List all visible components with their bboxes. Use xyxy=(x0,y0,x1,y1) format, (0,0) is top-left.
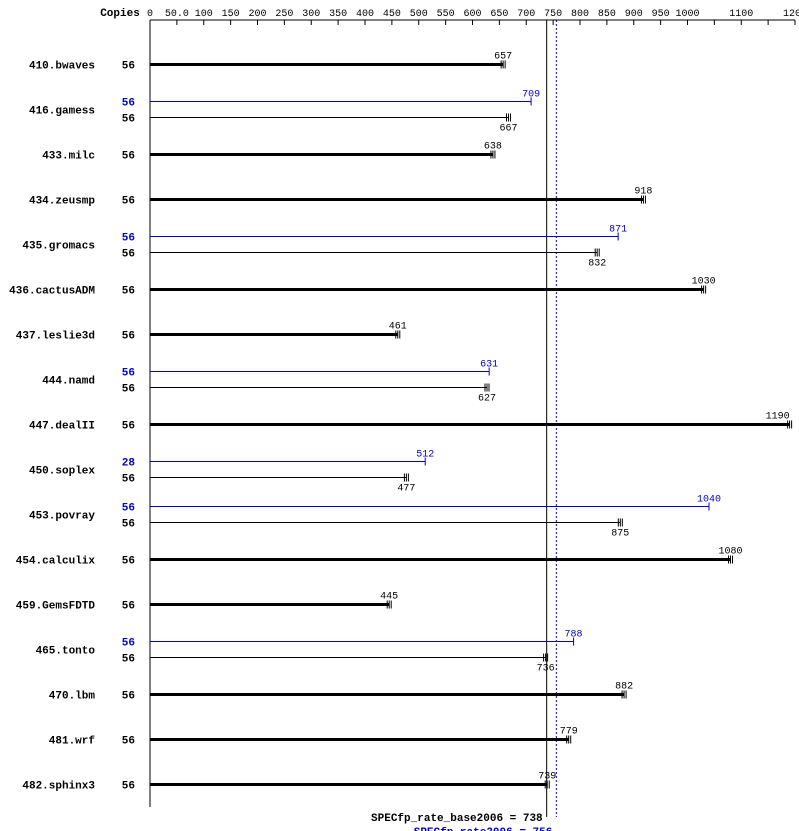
base-value: 1030 xyxy=(692,277,716,288)
base-copies: 56 xyxy=(122,61,135,73)
base-copies: 56 xyxy=(122,421,135,433)
benchmark-label: 434.zeusmp xyxy=(29,196,95,208)
peak-value: 631 xyxy=(480,360,498,371)
peak-copies: 56 xyxy=(122,368,135,380)
reference-label: SPECfp_rate_base2006 = 738 xyxy=(371,813,543,825)
axis-tick-label: 400 xyxy=(356,9,374,20)
base-copies: 56 xyxy=(122,691,135,703)
axis-tick-label: 800 xyxy=(571,9,589,20)
peak-copies: 56 xyxy=(122,638,135,650)
base-copies: 56 xyxy=(122,654,135,666)
base-copies: 56 xyxy=(122,736,135,748)
chart-svg: 0 50.0 100 150 200 250 300 350 400 450 500 550 600 65… xyxy=(0,0,799,831)
benchmark-label: 447.dealII xyxy=(29,421,95,433)
base-value: 918 xyxy=(634,187,652,198)
benchmark-label: 416.gamess xyxy=(29,106,95,118)
axis-tick-label: 350 xyxy=(329,9,347,20)
benchmark-label: 435.gromacs xyxy=(22,241,95,253)
copies-header: Copies xyxy=(100,8,140,20)
base-copies: 56 xyxy=(122,196,135,208)
peak-copies: 56 xyxy=(122,233,135,245)
specfp-rate-chart: 0 50.0 100 150 200 250 300 350 400 450 500 550 600 65… xyxy=(0,0,799,831)
base-copies: 56 xyxy=(122,151,135,163)
axis-tick-label: 600 xyxy=(463,9,481,20)
base-value: 667 xyxy=(500,124,518,135)
peak-copies: 56 xyxy=(122,98,135,110)
base-value: 882 xyxy=(615,682,633,693)
base-value: 1190 xyxy=(766,412,790,423)
peak-copies: 56 xyxy=(122,503,135,515)
base-copies: 56 xyxy=(122,286,135,298)
base-value: 779 xyxy=(560,727,578,738)
base-value: 638 xyxy=(484,142,502,153)
benchmark-label: 465.tonto xyxy=(36,646,96,658)
axis-tick-label: 100 xyxy=(195,9,213,20)
base-copies: 56 xyxy=(122,519,135,531)
axis-tick-label: 700 xyxy=(517,9,535,20)
benchmark-label: 482.sphinx3 xyxy=(22,781,95,793)
base-value: 477 xyxy=(397,484,415,495)
axis-tick-label: 0 xyxy=(147,9,153,20)
axis-tick-label: 1000 xyxy=(675,9,699,20)
base-copies: 56 xyxy=(122,114,135,126)
base-value: 627 xyxy=(478,394,496,405)
base-copies: 56 xyxy=(122,474,135,486)
base-value: 657 xyxy=(494,52,512,63)
benchmark-label: 444.namd xyxy=(42,376,95,388)
axis-tick-label: 450 xyxy=(383,9,401,20)
peak-value: 709 xyxy=(522,90,540,101)
axis-tick-label: 750 xyxy=(544,9,562,20)
benchmark-label: 453.povray xyxy=(29,511,95,523)
base-value: 739 xyxy=(538,772,556,783)
axis-tick-label: 550 xyxy=(437,9,455,20)
base-value: 875 xyxy=(611,529,629,540)
base-value: 1080 xyxy=(718,547,742,558)
benchmark-label: 437.leslie3d xyxy=(16,331,95,343)
base-copies: 56 xyxy=(122,601,135,613)
peak-value: 512 xyxy=(416,450,434,461)
benchmark-label: 470.lbm xyxy=(49,691,96,703)
benchmark-label: 459.GemsFDTD xyxy=(16,601,96,613)
axis-tick-label: 500 xyxy=(410,9,428,20)
benchmark-label: 436.cactusADM xyxy=(9,286,95,298)
benchmark-label: 433.milc xyxy=(42,151,95,163)
axis-tick-label: 50.0 xyxy=(165,9,189,20)
benchmark-label: 450.soplex xyxy=(29,466,95,478)
base-value: 445 xyxy=(380,592,398,603)
axis-tick-label: 250 xyxy=(275,9,293,20)
benchmark-label: 410.bwaves xyxy=(29,61,95,73)
base-value: 461 xyxy=(389,322,407,333)
base-copies: 56 xyxy=(122,384,135,396)
base-copies: 56 xyxy=(122,556,135,568)
axis-tick-label: 900 xyxy=(625,9,643,20)
axis-tick-label: 300 xyxy=(302,9,320,20)
axis-tick-label: 950 xyxy=(652,9,670,20)
axis-tick-label: 1200 xyxy=(783,9,799,20)
base-copies: 56 xyxy=(122,249,135,261)
base-value: 832 xyxy=(588,259,606,270)
axis-tick-label: 1100 xyxy=(729,9,753,20)
axis-tick-label: 150 xyxy=(222,9,240,20)
peak-value: 871 xyxy=(609,225,627,236)
base-value: 736 xyxy=(537,664,555,675)
axis-tick-label: 650 xyxy=(490,9,508,20)
peak-value: 788 xyxy=(565,630,583,641)
base-copies: 56 xyxy=(122,331,135,343)
benchmark-label: 481.wrf xyxy=(49,736,96,748)
reference-label: SPECfp_rate2006 = 756 xyxy=(414,827,553,831)
peak-value: 1040 xyxy=(697,495,721,506)
peak-copies: 28 xyxy=(122,458,136,470)
base-copies: 56 xyxy=(122,781,135,793)
axis-tick-label: 850 xyxy=(598,9,616,20)
axis-tick-label: 200 xyxy=(248,9,266,20)
benchmark-label: 454.calculix xyxy=(16,556,96,568)
